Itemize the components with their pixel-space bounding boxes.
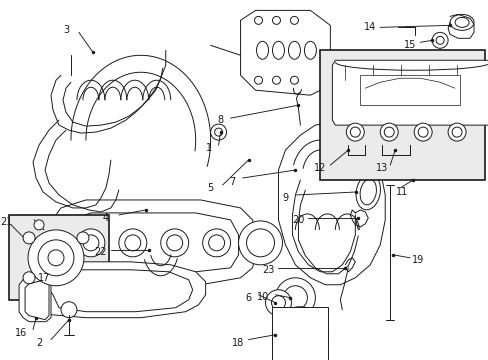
Circle shape bbox=[38, 240, 74, 276]
Circle shape bbox=[384, 127, 393, 137]
Text: 9: 9 bbox=[282, 193, 288, 203]
Circle shape bbox=[254, 76, 262, 84]
Circle shape bbox=[290, 76, 298, 84]
Circle shape bbox=[28, 230, 84, 286]
Circle shape bbox=[292, 327, 308, 343]
Circle shape bbox=[34, 220, 44, 230]
Circle shape bbox=[77, 229, 104, 257]
Polygon shape bbox=[278, 122, 385, 285]
Text: 15: 15 bbox=[403, 40, 415, 50]
Circle shape bbox=[275, 278, 315, 318]
Circle shape bbox=[290, 16, 298, 24]
Ellipse shape bbox=[272, 41, 284, 59]
Circle shape bbox=[214, 128, 222, 136]
Text: 2: 2 bbox=[36, 338, 42, 348]
Ellipse shape bbox=[359, 179, 376, 205]
Text: 10: 10 bbox=[257, 292, 269, 302]
Text: 16: 16 bbox=[15, 328, 27, 338]
Bar bbox=[320, 50, 484, 180]
Circle shape bbox=[161, 229, 188, 257]
Text: 19: 19 bbox=[411, 255, 424, 265]
Circle shape bbox=[119, 229, 146, 257]
Circle shape bbox=[246, 229, 274, 257]
Text: 18: 18 bbox=[232, 338, 244, 348]
Circle shape bbox=[272, 76, 280, 84]
Polygon shape bbox=[63, 213, 238, 272]
Ellipse shape bbox=[355, 174, 380, 210]
Circle shape bbox=[283, 286, 307, 310]
Text: 20: 20 bbox=[292, 215, 304, 225]
Circle shape bbox=[349, 127, 360, 137]
Circle shape bbox=[23, 272, 35, 284]
Circle shape bbox=[61, 302, 77, 318]
Polygon shape bbox=[31, 262, 205, 318]
Bar bbox=[272, 307, 328, 360]
Circle shape bbox=[346, 123, 364, 141]
Circle shape bbox=[124, 235, 141, 251]
Text: 8: 8 bbox=[217, 115, 223, 125]
Text: 5: 5 bbox=[207, 183, 213, 193]
Ellipse shape bbox=[454, 17, 468, 27]
Circle shape bbox=[83, 235, 99, 251]
Ellipse shape bbox=[256, 41, 268, 59]
Text: 3: 3 bbox=[63, 25, 69, 35]
Circle shape bbox=[202, 229, 230, 257]
Circle shape bbox=[271, 296, 285, 310]
Circle shape bbox=[210, 124, 226, 140]
Circle shape bbox=[265, 290, 291, 316]
Bar bbox=[360, 75, 459, 105]
Circle shape bbox=[431, 32, 447, 48]
Circle shape bbox=[77, 232, 89, 244]
Text: 11: 11 bbox=[395, 187, 407, 197]
Ellipse shape bbox=[449, 14, 473, 30]
Circle shape bbox=[417, 127, 427, 137]
Text: 4: 4 bbox=[102, 213, 109, 223]
Polygon shape bbox=[47, 270, 192, 312]
Circle shape bbox=[380, 123, 397, 141]
Circle shape bbox=[435, 36, 443, 44]
Polygon shape bbox=[240, 10, 330, 95]
Circle shape bbox=[447, 123, 465, 141]
Text: 17: 17 bbox=[38, 273, 50, 283]
Polygon shape bbox=[54, 200, 255, 285]
Bar bbox=[9, 215, 109, 300]
Polygon shape bbox=[332, 60, 488, 125]
Text: 21: 21 bbox=[0, 217, 12, 227]
Ellipse shape bbox=[288, 41, 300, 59]
Circle shape bbox=[23, 232, 35, 244]
Text: 1: 1 bbox=[205, 143, 211, 153]
Text: 14: 14 bbox=[364, 22, 376, 32]
Ellipse shape bbox=[304, 41, 316, 59]
Circle shape bbox=[48, 250, 64, 266]
Circle shape bbox=[166, 235, 183, 251]
Polygon shape bbox=[25, 280, 49, 320]
Circle shape bbox=[272, 16, 280, 24]
Circle shape bbox=[272, 307, 328, 360]
Ellipse shape bbox=[61, 304, 77, 312]
Circle shape bbox=[413, 123, 431, 141]
Circle shape bbox=[254, 16, 262, 24]
Circle shape bbox=[282, 317, 318, 352]
Circle shape bbox=[451, 127, 461, 137]
Text: 7: 7 bbox=[229, 177, 235, 187]
Text: 13: 13 bbox=[375, 163, 387, 173]
Text: 22: 22 bbox=[95, 247, 107, 257]
Text: 12: 12 bbox=[314, 163, 326, 173]
Polygon shape bbox=[19, 275, 51, 322]
Circle shape bbox=[208, 235, 224, 251]
Text: 23: 23 bbox=[262, 265, 274, 275]
Text: 6: 6 bbox=[245, 293, 251, 303]
Circle shape bbox=[238, 221, 282, 265]
